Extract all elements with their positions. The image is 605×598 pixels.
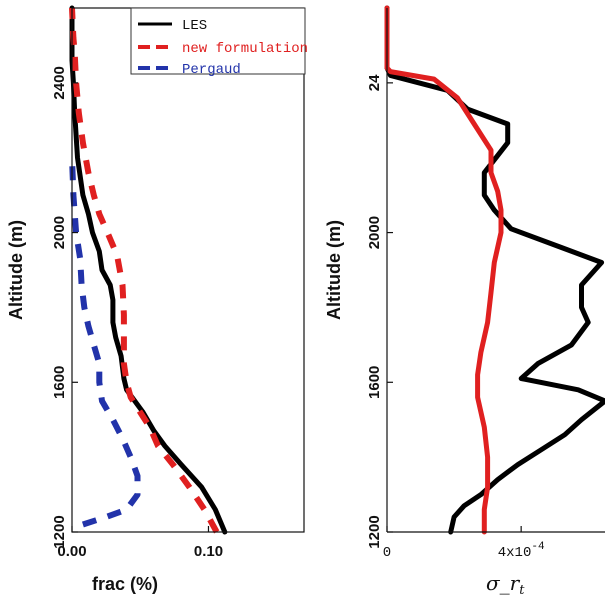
sigma-y-axis-title: Altitude (m) <box>324 220 344 320</box>
sigma-series-les <box>384 5 605 535</box>
frac-axes: 1200 1600 2000 2400 0.00 0.10 <box>51 66 223 560</box>
panel-frac: 1200 1600 2000 2400 0.00 0.10 LES new formula… <box>6 5 308 594</box>
sigma-y-tick-label: 2000 <box>366 216 383 249</box>
sigma-axes: 1200 1600 2000 24 0 4x10-4 <box>366 74 545 561</box>
legend-label-pergaud: Pergaud <box>182 62 241 78</box>
sigma-x-axis-title-sub: t <box>519 583 525 598</box>
sigma-y-tick-label: 24 <box>366 74 383 91</box>
sigma-y-tick-label: 1200 <box>366 515 383 548</box>
panel-sigma: 1200 1600 2000 24 0 4x10-4 σ_rt Altitude (m) <box>324 5 605 598</box>
frac-x-tick-label: 0.10 <box>194 543 223 560</box>
frac-series-pergaud <box>69 157 141 528</box>
sigma-y-tick-label: 1600 <box>366 366 383 399</box>
sigma-x-tick-exponent: -4 <box>531 541 545 553</box>
sigma-x-tick-label: 4x10-4 <box>498 541 545 561</box>
frac-series-group <box>69 5 228 535</box>
frac-x-tick-label: 0.00 <box>57 543 86 560</box>
legend: LES new formulation Pergaud <box>130 7 308 78</box>
frac-y-axis-title: Altitude (m) <box>6 220 26 320</box>
frac-plot-frame <box>71 7 305 533</box>
frac-y-tick-label: 1600 <box>51 366 68 399</box>
sigma-x-axis-title: σ_rt <box>486 571 525 598</box>
legend-label-new-formulation: new formulation <box>182 41 308 57</box>
frac-y-tick-label: 1200 <box>51 515 68 548</box>
sigma-series-new-formulation <box>384 5 504 535</box>
frac-x-axis-title: frac (%) <box>92 574 158 594</box>
frac-series-new-formulation <box>69 7 220 534</box>
sigma-x-tick-label: 0 <box>383 545 391 561</box>
sigma-series-group <box>384 5 605 535</box>
frac-y-tick-label: 2400 <box>51 66 68 99</box>
frac-series-les <box>69 5 228 535</box>
legend-label-les: LES <box>182 18 207 34</box>
sigma-x-axis-title-main: σ_r <box>486 571 521 595</box>
legend-box <box>130 7 306 75</box>
frac-y-tick-label: 2000 <box>51 216 68 249</box>
